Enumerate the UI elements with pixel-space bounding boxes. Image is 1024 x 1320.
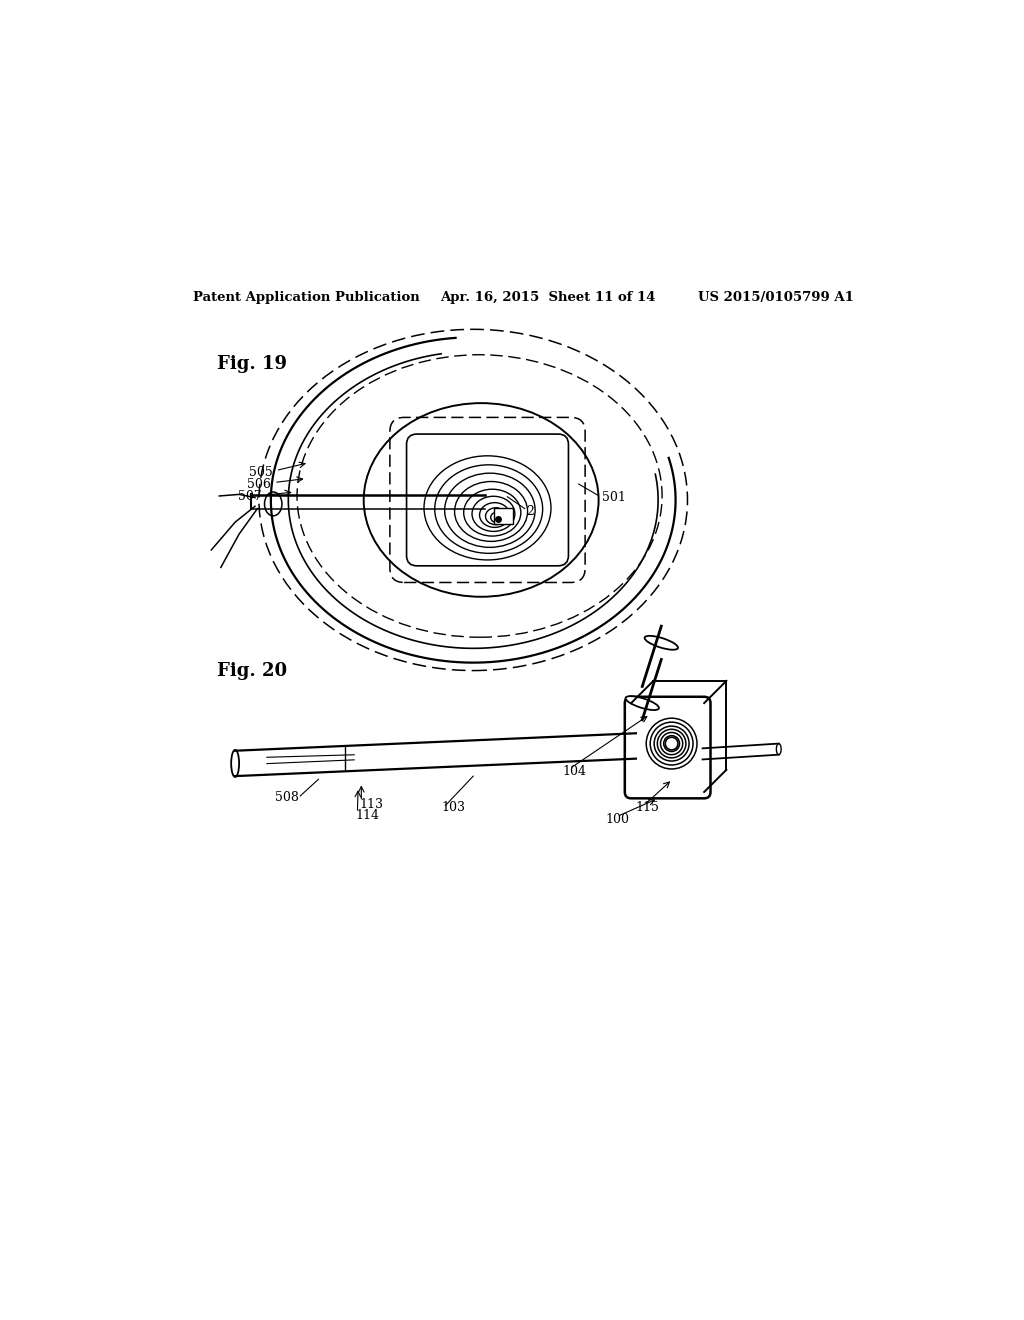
Text: 103: 103 bbox=[441, 801, 466, 814]
Circle shape bbox=[666, 738, 678, 750]
Text: US 2015/0105799 A1: US 2015/0105799 A1 bbox=[697, 292, 854, 304]
Text: 114: 114 bbox=[355, 809, 380, 822]
Text: 104: 104 bbox=[563, 764, 587, 777]
Text: 115: 115 bbox=[636, 801, 659, 814]
Bar bbox=[494, 508, 513, 524]
Ellipse shape bbox=[231, 750, 240, 777]
Text: Patent Application Publication: Patent Application Publication bbox=[194, 292, 420, 304]
Ellipse shape bbox=[264, 492, 282, 516]
Text: 505: 505 bbox=[250, 466, 273, 479]
Ellipse shape bbox=[776, 743, 781, 755]
Text: 508: 508 bbox=[274, 791, 299, 804]
Text: Fig. 20: Fig. 20 bbox=[217, 661, 287, 680]
Text: 113: 113 bbox=[359, 799, 384, 812]
Text: Fig. 19: Fig. 19 bbox=[217, 355, 287, 372]
Ellipse shape bbox=[626, 696, 659, 710]
Text: 2: 2 bbox=[526, 504, 535, 517]
Text: 507: 507 bbox=[238, 490, 261, 503]
FancyBboxPatch shape bbox=[625, 697, 711, 799]
Text: 501: 501 bbox=[602, 491, 626, 504]
Text: 506: 506 bbox=[247, 478, 270, 491]
Text: 100: 100 bbox=[605, 813, 629, 826]
Ellipse shape bbox=[644, 636, 678, 649]
Text: Apr. 16, 2015  Sheet 11 of 14: Apr. 16, 2015 Sheet 11 of 14 bbox=[440, 292, 655, 304]
